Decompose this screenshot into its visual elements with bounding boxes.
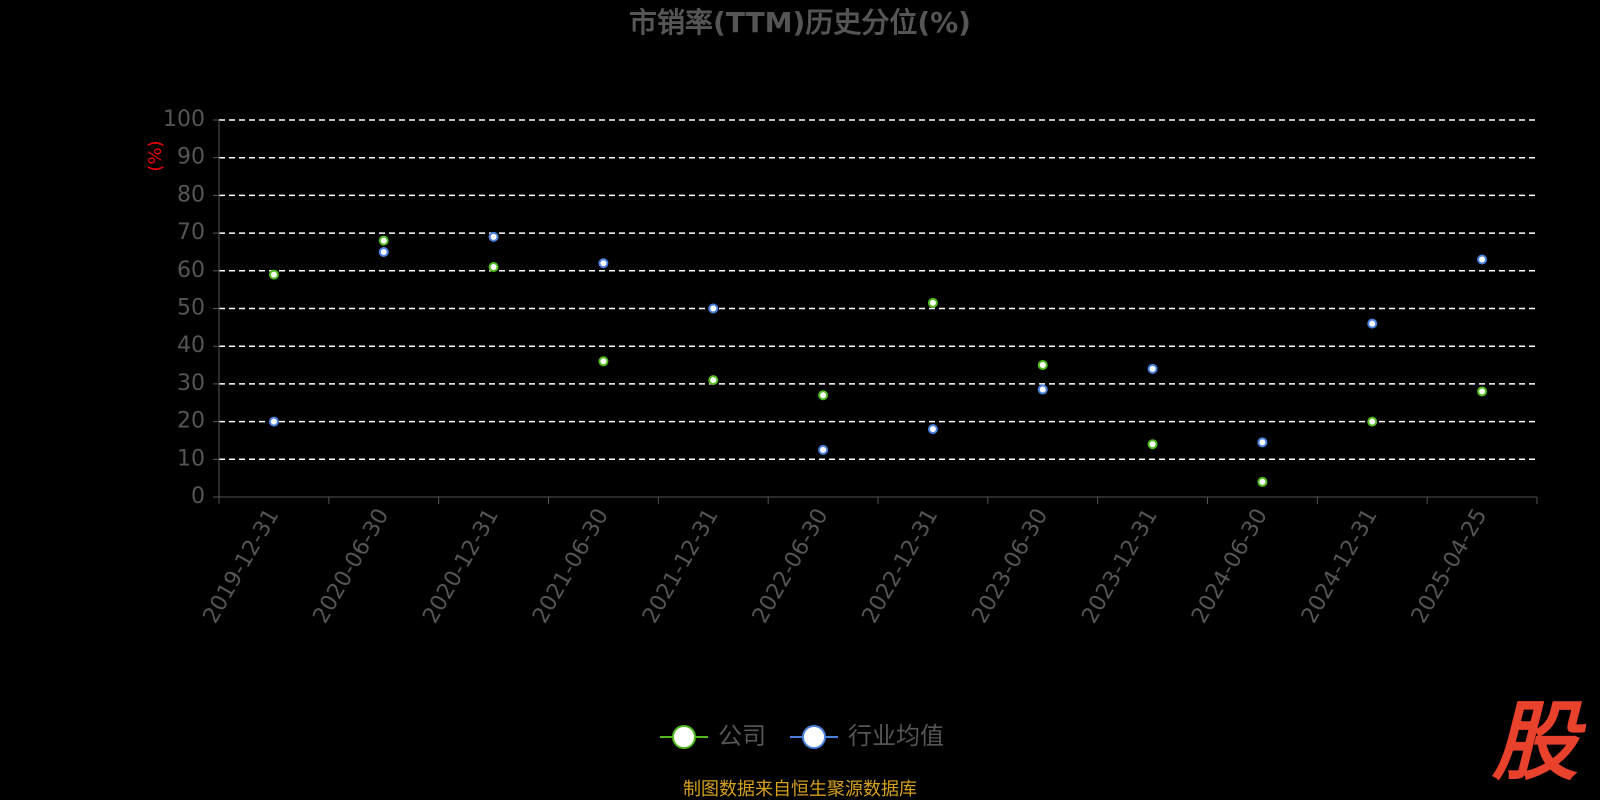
data-point (1257, 437, 1268, 448)
data-point (1037, 384, 1048, 395)
data-point (378, 235, 389, 246)
legend-label: 公司 (718, 722, 766, 750)
data-point (818, 390, 829, 401)
y-tick-label: 10 (177, 446, 205, 471)
data-point (378, 246, 389, 257)
data-point (1037, 360, 1048, 371)
data-point (818, 444, 829, 455)
data-point (927, 297, 938, 308)
y-tick-label: 70 (177, 220, 205, 245)
legend-marker (802, 725, 826, 749)
data-point (1477, 254, 1488, 265)
data-point (927, 424, 938, 435)
data-point (708, 375, 719, 386)
y-tick-label: 20 (177, 409, 205, 434)
legend-marker (672, 725, 696, 749)
data-point (598, 356, 609, 367)
data-point (488, 231, 499, 242)
data-point (1367, 416, 1378, 427)
data-point (268, 269, 279, 280)
data-point (1147, 439, 1158, 450)
y-tick-label: 90 (177, 145, 205, 170)
y-tick-label: 50 (177, 296, 205, 321)
legend-label: 行业均值 (848, 722, 944, 750)
y-axis-label: (%) (145, 140, 166, 171)
y-tick-label: 60 (177, 258, 205, 283)
source-note: 制图数据来自恒生聚源数据库 (683, 779, 917, 800)
data-point (488, 262, 499, 273)
data-point (1367, 318, 1378, 329)
y-tick-label: 100 (163, 107, 205, 132)
y-tick-label: 0 (191, 484, 205, 509)
watermark: 股 (1491, 692, 1587, 792)
chart-title: 市销率(TTM)历史分位(%) (629, 6, 971, 39)
data-point (598, 258, 609, 269)
data-point (708, 303, 719, 314)
data-point (268, 416, 279, 427)
y-tick-label: 40 (177, 333, 205, 358)
data-point (1477, 386, 1488, 397)
y-tick-label: 30 (177, 371, 205, 396)
data-point (1257, 476, 1268, 487)
y-tick-label: 80 (177, 182, 205, 207)
data-point (1147, 363, 1158, 374)
